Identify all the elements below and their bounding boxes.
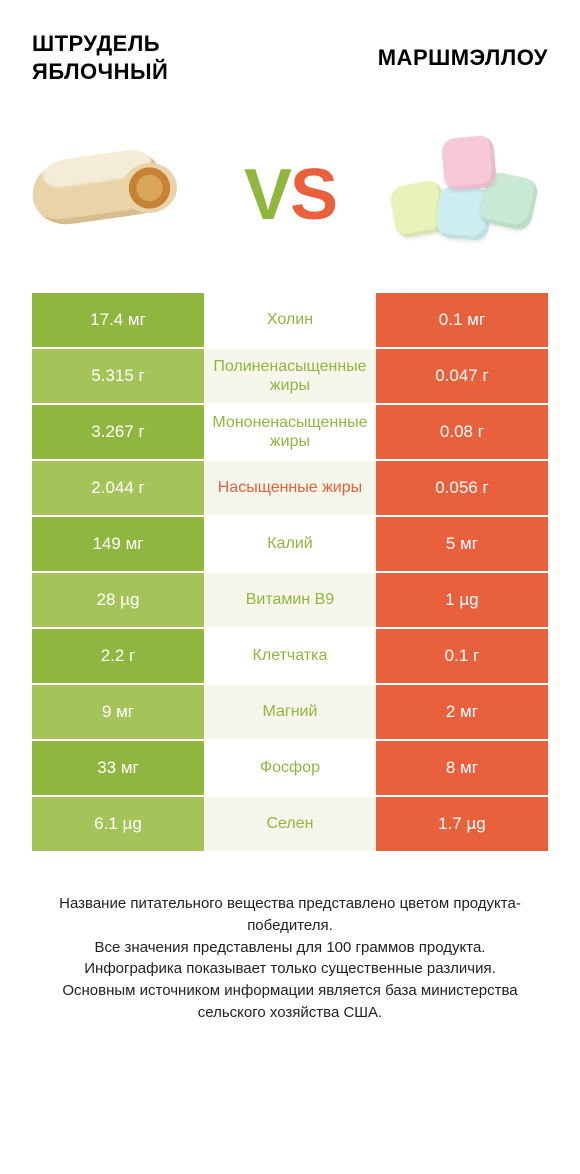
table-row: 6.1 µgСелен1.7 µg bbox=[32, 797, 548, 853]
value-right: 5 мг bbox=[376, 517, 548, 571]
footer-notes: Название питательного вещества представл… bbox=[32, 893, 548, 1024]
nutrient-label: Мононенасыщенные жиры bbox=[204, 405, 376, 459]
value-right: 0.047 г bbox=[376, 349, 548, 403]
nutrient-label: Холин bbox=[204, 293, 376, 347]
vs-label: VS bbox=[244, 159, 336, 231]
value-right: 8 мг bbox=[376, 741, 548, 795]
food-image-right bbox=[388, 135, 548, 255]
nutrient-label: Магний bbox=[204, 685, 376, 739]
footer-line-3: Инфографика показывает только существенн… bbox=[36, 958, 544, 980]
table-row: 9 мгМагний2 мг bbox=[32, 685, 548, 741]
nutrient-label: Селен bbox=[204, 797, 376, 851]
table-row: 149 мгКалий5 мг bbox=[32, 517, 548, 573]
table-row: 33 мгФосфор8 мг bbox=[32, 741, 548, 797]
value-right: 1 µg bbox=[376, 573, 548, 627]
table-row: 3.267 гМононенасыщенные жиры0.08 г bbox=[32, 405, 548, 461]
vs-letter-s: S bbox=[290, 155, 336, 235]
table-row: 5.315 гПолиненасыщенные жиры0.047 г bbox=[32, 349, 548, 405]
value-left: 3.267 г bbox=[32, 405, 204, 459]
value-left: 33 мг bbox=[32, 741, 204, 795]
nutrient-label: Фосфор bbox=[204, 741, 376, 795]
value-left: 28 µg bbox=[32, 573, 204, 627]
vs-letter-v: V bbox=[244, 155, 290, 235]
table-row: 2.2 гКлетчатка0.1 г bbox=[32, 629, 548, 685]
value-left: 2.044 г bbox=[32, 461, 204, 515]
footer-line-2: Все значения представлены для 100 граммо… bbox=[36, 937, 544, 959]
header: ШТРУДЕЛЬ ЯБЛОЧНЫЙ МАРШМЭЛЛОУ bbox=[32, 30, 548, 85]
value-right: 2 мг bbox=[376, 685, 548, 739]
footer-line-1: Название питательного вещества представл… bbox=[36, 893, 544, 937]
value-left: 149 мг bbox=[32, 517, 204, 571]
value-left: 2.2 г bbox=[32, 629, 204, 683]
value-right: 1.7 µg bbox=[376, 797, 548, 851]
title-left: ШТРУДЕЛЬ ЯБЛОЧНЫЙ bbox=[32, 30, 232, 85]
table-row: 17.4 мгХолин0.1 мг bbox=[32, 293, 548, 349]
value-left: 5.315 г bbox=[32, 349, 204, 403]
value-right: 0.056 г bbox=[376, 461, 548, 515]
value-left: 9 мг bbox=[32, 685, 204, 739]
marshmallow-icon bbox=[388, 135, 538, 245]
vs-row: VS bbox=[32, 125, 548, 265]
nutrient-label: Витамин B9 bbox=[204, 573, 376, 627]
nutrient-label: Полиненасыщенные жиры bbox=[204, 349, 376, 403]
nutrient-label: Клетчатка bbox=[204, 629, 376, 683]
strudel-icon bbox=[32, 135, 182, 225]
comparison-table: 17.4 мгХолин0.1 мг5.315 гПолиненасыщенны… bbox=[32, 293, 548, 853]
table-row: 28 µgВитамин B91 µg bbox=[32, 573, 548, 629]
value-left: 6.1 µg bbox=[32, 797, 204, 851]
nutrient-label: Насыщенные жиры bbox=[204, 461, 376, 515]
nutrient-label: Калий bbox=[204, 517, 376, 571]
infographic: ШТРУДЕЛЬ ЯБЛОЧНЫЙ МАРШМЭЛЛОУ VS 17.4 мгХ… bbox=[0, 0, 580, 1174]
value-left: 17.4 мг bbox=[32, 293, 204, 347]
footer-line-4: Основным источником информации является … bbox=[36, 980, 544, 1024]
food-image-left bbox=[32, 135, 192, 255]
value-right: 0.1 мг bbox=[376, 293, 548, 347]
value-right: 0.08 г bbox=[376, 405, 548, 459]
value-right: 0.1 г bbox=[376, 629, 548, 683]
title-right: МАРШМЭЛЛОУ bbox=[378, 44, 548, 72]
table-row: 2.044 гНасыщенные жиры0.056 г bbox=[32, 461, 548, 517]
